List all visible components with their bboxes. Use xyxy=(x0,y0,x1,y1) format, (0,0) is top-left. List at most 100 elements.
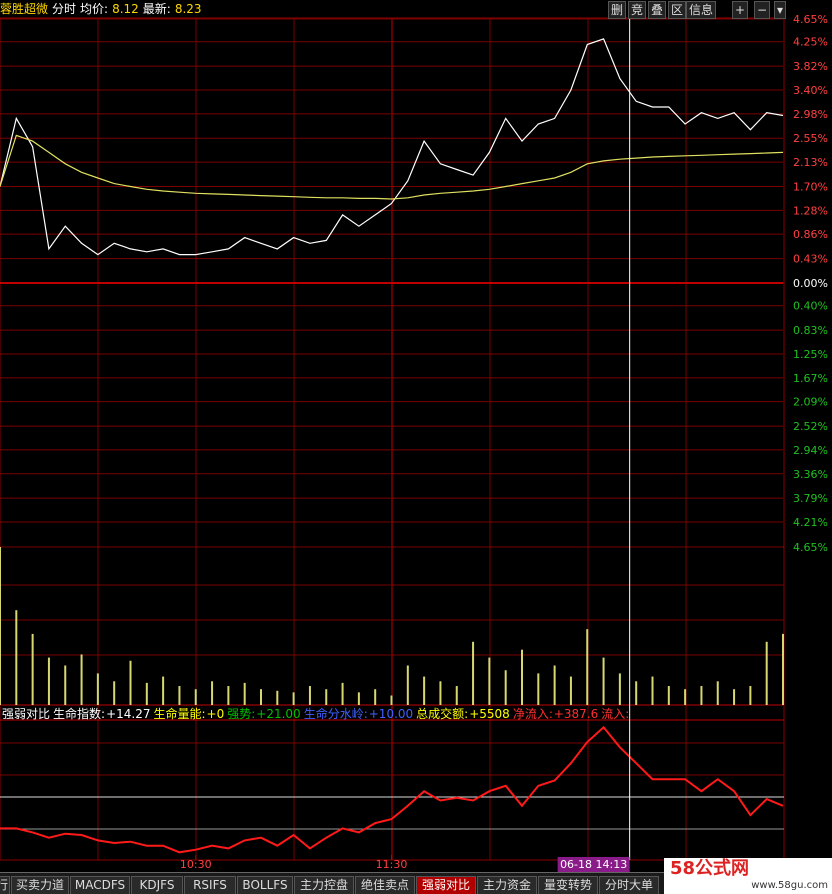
volume-bar xyxy=(700,686,703,705)
toolbar-button[interactable]: ▾ xyxy=(774,1,787,19)
toolbar-button[interactable]: 区 xyxy=(668,1,687,19)
volume-bar xyxy=(325,689,328,705)
toolbar-button[interactable]: 叠 xyxy=(648,1,667,19)
tab[interactable]: 主力控盘 xyxy=(294,876,354,894)
volume-bar xyxy=(357,692,360,705)
y-tick-label: 0.40% xyxy=(793,300,828,313)
volume-bar xyxy=(651,676,654,705)
volume-bar xyxy=(472,641,475,705)
x-tick-label: 11:30 xyxy=(376,858,408,871)
tab[interactable]: 绝佳卖点 xyxy=(355,876,415,894)
tab[interactable]: BOLLFS xyxy=(237,876,293,894)
volume-bar xyxy=(667,686,670,705)
volume-bar xyxy=(521,649,523,705)
volume-bar xyxy=(439,681,442,705)
volume-bar xyxy=(635,681,638,705)
indicator-label: 总成交额: xyxy=(416,707,469,721)
volume-bar xyxy=(162,676,165,705)
indicator-name: 强弱对比 xyxy=(2,707,51,721)
tab[interactable]: 主力资金 xyxy=(477,876,537,894)
volume-bar xyxy=(390,695,393,705)
volume-bar xyxy=(684,689,687,705)
volume-bar xyxy=(716,681,719,705)
volume-bar xyxy=(129,660,132,705)
tab[interactable]: RSIFS xyxy=(184,876,236,894)
tab[interactable]: 分时大单 xyxy=(599,876,659,894)
toolbar-button[interactable]: 竞 xyxy=(628,1,647,19)
volume-bar xyxy=(15,610,18,705)
y-tick-label: 3.40% xyxy=(793,84,828,97)
y-tick-label: 3.79% xyxy=(793,492,828,505)
volume-bar xyxy=(145,682,148,705)
tab[interactable]: 行 xyxy=(0,876,10,894)
watermark-title: 58公式网 xyxy=(670,858,750,879)
indicator-value: +0 xyxy=(206,707,225,721)
cursor-label-bg xyxy=(557,857,630,872)
indicator-value: +14.27 xyxy=(106,707,151,721)
tab[interactable]: 强弱对比 xyxy=(416,876,476,894)
chart: 4.65% 4.25% 3.82% 3.40% 2.98% 2.55% 2.13% 1.70%… xyxy=(0,13,828,872)
volume-bar xyxy=(243,682,246,705)
indicator-label: 净流入: xyxy=(512,707,553,721)
indicator-label: 生命指数: xyxy=(53,707,106,721)
indicator-value: +387.6 xyxy=(553,707,599,721)
tab[interactable]: 量变转势 xyxy=(538,876,598,894)
volume-bar xyxy=(455,686,458,705)
toolbar-button[interactable]: 信息 xyxy=(686,1,717,19)
y-tick-label: 2.09% xyxy=(793,396,828,409)
volume-bar xyxy=(602,657,605,705)
watermark-url: www.58gu.com xyxy=(751,880,828,891)
y-tick-label: 4.25% xyxy=(793,36,828,49)
volume-bar xyxy=(765,641,768,705)
y-tick-label: 3.36% xyxy=(793,468,828,481)
volume-bar xyxy=(194,689,197,705)
y-tick-label: 3.82% xyxy=(793,60,828,73)
toolbar-button[interactable]: 删 xyxy=(608,1,627,19)
volume-bar xyxy=(406,665,409,705)
y-tick-label: 1.67% xyxy=(793,372,828,385)
indicator-value: +5508 xyxy=(469,707,510,721)
indicator-header: 强弱对比 生命指数:+14.27 生命量能:+0 强势:+21.00 生命分水岭:+10… xyxy=(2,706,630,722)
y-tick-label: 1.25% xyxy=(793,348,828,361)
cursor-label: 06-18 14:13 xyxy=(560,858,627,871)
series-line xyxy=(0,725,784,854)
volume-bar xyxy=(178,686,181,705)
indicator-label: 生命量能: xyxy=(153,707,206,721)
volume-bar xyxy=(276,690,279,705)
stock-name: 蓉胜超微 xyxy=(0,2,49,16)
tab[interactable]: 买卖力道 xyxy=(11,876,69,894)
last-price: 8.23 xyxy=(174,2,202,16)
series-line xyxy=(0,134,784,200)
volume-bar xyxy=(569,676,572,705)
y-tick-label: 2.52% xyxy=(793,420,828,433)
volume-bar xyxy=(113,681,116,705)
y-tick-label: 2.94% xyxy=(793,444,828,457)
volume-bar xyxy=(47,657,50,705)
volume-bar xyxy=(341,682,344,705)
tab[interactable]: MACDFS xyxy=(70,876,130,894)
y-tick-label: 1.70% xyxy=(793,180,828,193)
watermark: 58公式网 www.58gu.com xyxy=(664,858,832,894)
indicator-label: 强势: xyxy=(227,707,256,721)
y-tick-label: 1.28% xyxy=(793,204,828,217)
volume-bar xyxy=(553,665,556,705)
volume-bar xyxy=(537,673,540,705)
y-tick-label: 2.13% xyxy=(793,156,828,169)
volume-bar xyxy=(64,665,67,705)
mode: 分时 xyxy=(52,2,77,16)
indicator-label: 生命分水岭: xyxy=(303,707,368,721)
y-tick-label: 2.98% xyxy=(793,108,828,121)
avg-label: 均价: xyxy=(80,2,109,16)
tab[interactable]: KDJFS xyxy=(131,876,183,894)
toolbar-button[interactable]: − xyxy=(754,1,771,19)
toolbar-button[interactable]: + xyxy=(732,1,749,19)
avg-price: 8.12 xyxy=(112,2,139,16)
volume-bar xyxy=(292,692,295,705)
x-tick-label: 10:30 xyxy=(180,858,212,871)
volume-bar xyxy=(31,633,34,705)
y-tick-label: 0.83% xyxy=(793,324,828,337)
volume-bar xyxy=(782,633,784,705)
volume-bar xyxy=(504,670,507,705)
tab-bar: 行买卖力道 MACDFS KDJFS RSIFS BOLLFS 主力控盘 绝佳卖点 强弱对比主… xyxy=(0,872,832,894)
